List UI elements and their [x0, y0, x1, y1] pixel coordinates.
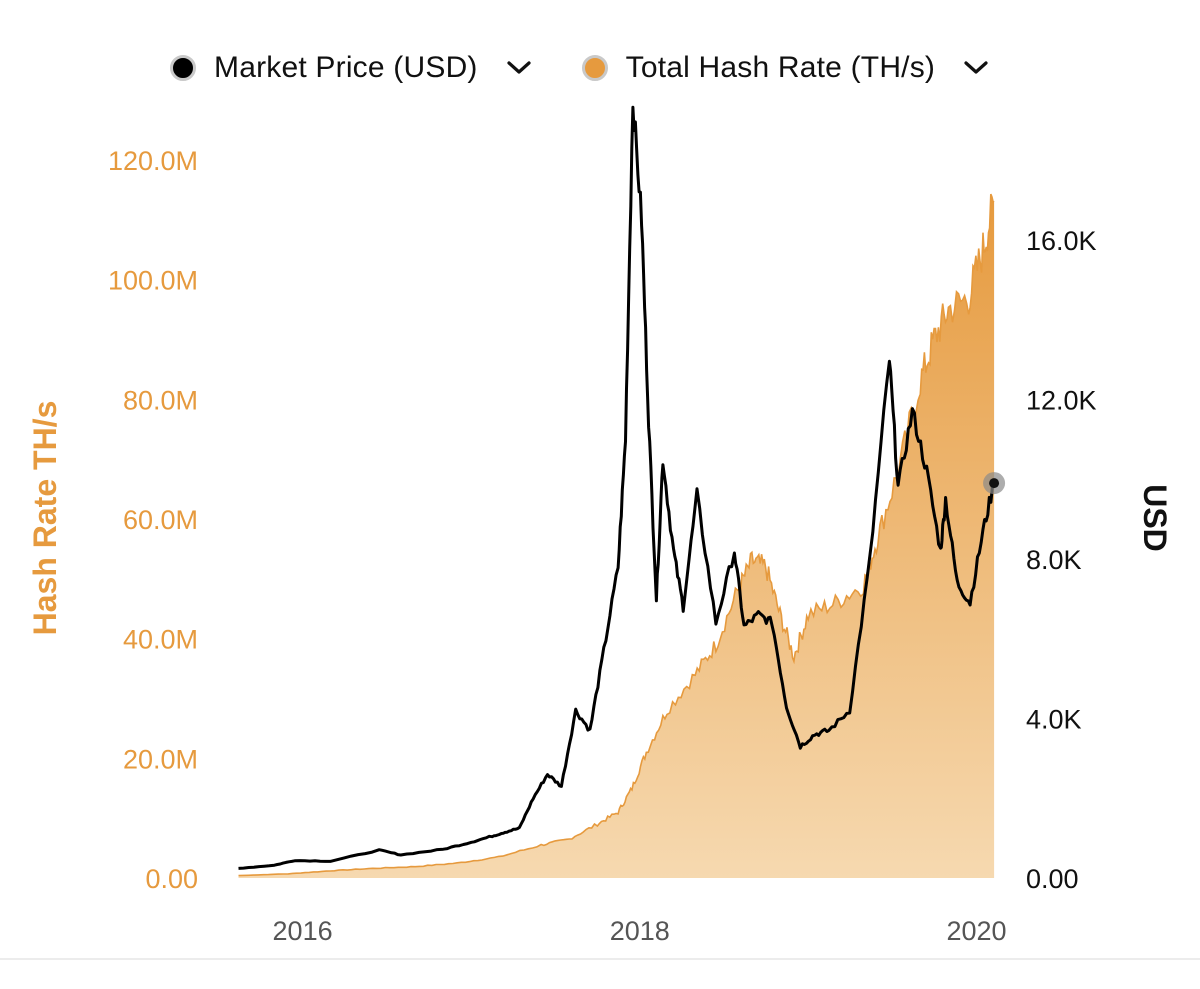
right-tick-label: 12.0K	[1026, 385, 1097, 415]
legend-item-market-price[interactable]: Market Price (USD)	[170, 51, 534, 85]
x-tick-label: 2020	[947, 916, 1007, 946]
right-axis-title: USD	[1137, 484, 1173, 552]
right-tick-label: 0.00	[1026, 864, 1079, 894]
bottom-divider	[0, 958, 1200, 960]
right-tick-label: 8.0K	[1026, 545, 1082, 575]
chevron-down-icon[interactable]	[961, 58, 991, 78]
left-tick-label: 120.0M	[108, 146, 198, 176]
hash-rate-area	[238, 194, 995, 879]
market-price-end-dot	[989, 478, 1000, 489]
legend-item-hash-rate[interactable]: Total Hash Rate (TH/s)	[581, 51, 991, 85]
chevron-down-icon[interactable]	[504, 58, 534, 78]
left-tick-label: 0.00	[145, 864, 198, 894]
right-tick-label: 16.0K	[1026, 226, 1097, 256]
hash-rate-price-chart: 0.00 20.0M 40.0M 60.0M 80.0M 100.0M 120.0M 0.0…	[27, 105, 1173, 946]
hash-rate-line	[238, 193, 995, 877]
left-axis-ticks: 0.00 20.0M 40.0M 60.0M 80.0M 100.0M 120.0M	[108, 146, 198, 894]
x-tick-label: 2018	[610, 916, 670, 946]
left-tick-label: 60.0M	[123, 505, 198, 535]
left-tick-label: 40.0M	[123, 625, 198, 655]
left-axis-title: Hash Rate TH/s	[27, 401, 63, 636]
legend-dot-hash-rate	[581, 55, 608, 81]
legend-dot-market-price	[170, 55, 196, 81]
x-tick-label: 2016	[273, 916, 333, 946]
x-axis-ticks: 2016 2018 2020	[273, 916, 1007, 946]
left-tick-label: 100.0M	[108, 266, 198, 296]
chart-legend: Market Price (USD) Total Hash Rate (TH/s…	[170, 40, 991, 96]
left-tick-label: 80.0M	[123, 385, 198, 415]
legend-label-hash-rate: Total Hash Rate (TH/s)	[625, 51, 936, 84]
market-price-line	[238, 105, 996, 870]
legend-label-market-price: Market Price (USD)	[214, 51, 478, 84]
right-axis-ticks: 0.00 4.0K 8.0K 12.0K 16.0K	[1026, 226, 1097, 894]
series-layer	[238, 105, 1006, 879]
right-tick-label: 4.0K	[1026, 704, 1082, 734]
left-tick-label: 20.0M	[123, 744, 198, 774]
